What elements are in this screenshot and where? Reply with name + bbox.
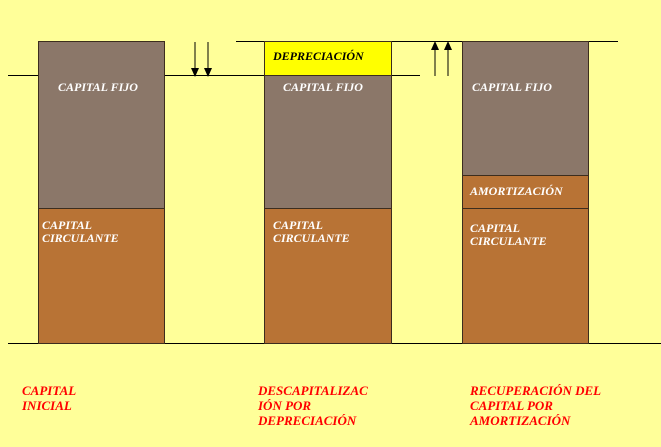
col2-current-label: CAPITAL CIRCULANTE [273, 218, 350, 245]
top-line-left [8, 75, 420, 76]
col2-depreciation-label: DEPRECIACIÓN [273, 49, 364, 63]
col1-current-label: CAPITAL CIRCULANTE [42, 218, 119, 245]
col1-caption: CAPITAL INICIAL [22, 383, 77, 413]
col3-current-label: CAPITAL CIRCULANTE [470, 221, 547, 248]
col1-fixed-label: CAPITAL FIJO [58, 80, 138, 94]
col3-fixed-label: CAPITAL FIJO [472, 80, 552, 94]
col1-current-capital-block [38, 208, 165, 344]
col2-fixed-label: CAPITAL FIJO [283, 80, 363, 94]
col3-fixed-capital-block [462, 41, 589, 176]
col2-current-capital-block [264, 208, 392, 344]
col2-fixed-capital-block [264, 75, 392, 209]
col3-caption: RECUPERACIÓN DEL CAPITAL POR AMORTIZACIÓ… [470, 383, 602, 428]
col1-fixed-capital-block [38, 41, 165, 209]
col3-amortization-label: AMORTIZACIÓN [470, 184, 563, 198]
top-line-right [236, 41, 618, 42]
col3-current-capital-block [462, 208, 589, 344]
col2-caption: DESCAPITALIZAC IÓN POR DEPRECIACIÓN [258, 383, 368, 428]
